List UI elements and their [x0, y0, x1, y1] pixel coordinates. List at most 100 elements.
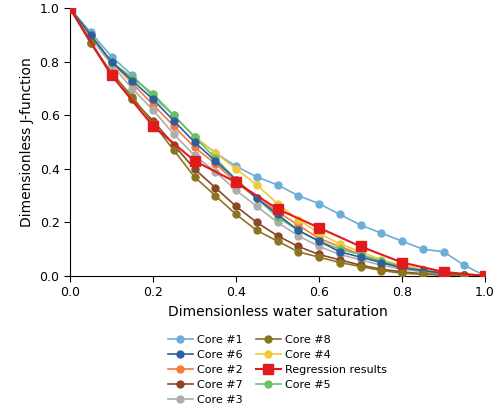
Core #3 — [358, 257, 364, 263]
Core #2 — [233, 180, 239, 185]
Core #2 — [67, 6, 73, 11]
Core #8 — [295, 249, 301, 254]
Core #8 — [254, 228, 260, 233]
Core #2 — [212, 161, 218, 166]
Core #3 — [192, 153, 198, 158]
Core #4 — [108, 59, 114, 64]
Core #1 — [274, 182, 280, 187]
Core #5 — [378, 259, 384, 264]
Core #5 — [150, 92, 156, 97]
Core #5 — [295, 228, 301, 233]
Core #7 — [212, 185, 218, 190]
Line: Core #2: Core #2 — [66, 5, 488, 279]
Core #7 — [461, 273, 467, 278]
Core #7 — [337, 257, 343, 263]
Core #3 — [108, 62, 114, 67]
Core #4 — [316, 231, 322, 236]
Line: Core #8: Core #8 — [66, 5, 488, 279]
Line: Core #3: Core #3 — [66, 5, 488, 279]
Core #6 — [274, 212, 280, 217]
Core #3 — [399, 267, 405, 272]
Core #6 — [67, 6, 73, 11]
Legend: Core #1, Core #6, Core #2, Core #7, Core #3, Core #8, Core #4, Regression result: Core #1, Core #6, Core #2, Core #7, Core… — [168, 335, 387, 405]
Regression results — [108, 73, 114, 78]
Regression results — [482, 273, 488, 278]
Core #4 — [233, 166, 239, 171]
Regression results — [150, 124, 156, 129]
Core #7 — [274, 233, 280, 238]
Core #3 — [482, 273, 488, 278]
Core #3 — [274, 220, 280, 225]
Line: Core #6: Core #6 — [66, 5, 488, 279]
Regression results — [358, 244, 364, 249]
Core #5 — [440, 271, 446, 276]
Core #1 — [150, 94, 156, 99]
Core #6 — [88, 33, 94, 38]
Core #5 — [192, 134, 198, 139]
Core #3 — [295, 233, 301, 238]
Regression results — [316, 225, 322, 230]
Core #4 — [274, 201, 280, 206]
Core #5 — [399, 264, 405, 269]
Core #2 — [440, 271, 446, 276]
Core #6 — [440, 271, 446, 276]
Core #8 — [192, 174, 198, 179]
Core #1 — [420, 247, 426, 252]
Line: Core #5: Core #5 — [66, 5, 488, 279]
Core #8 — [67, 6, 73, 11]
Core #1 — [399, 239, 405, 244]
Core #3 — [378, 263, 384, 268]
Core #7 — [108, 73, 114, 78]
Core #1 — [440, 249, 446, 254]
Core #2 — [171, 124, 177, 129]
Core #3 — [440, 271, 446, 276]
Core #7 — [358, 263, 364, 268]
Core #8 — [378, 268, 384, 273]
Regression results — [399, 260, 405, 265]
Core #4 — [254, 182, 260, 187]
Core #7 — [171, 142, 177, 147]
Line: Regression results: Regression results — [65, 3, 490, 281]
Core #1 — [67, 6, 73, 11]
Core #2 — [150, 102, 156, 107]
Core #2 — [399, 265, 405, 270]
Core #3 — [67, 6, 73, 11]
Line: Core #4: Core #4 — [66, 5, 488, 279]
Core #7 — [192, 166, 198, 171]
Core #1 — [461, 263, 467, 268]
Core #3 — [150, 107, 156, 112]
Core #4 — [67, 6, 73, 11]
Core #4 — [212, 150, 218, 155]
Core #4 — [337, 241, 343, 246]
Core #7 — [482, 273, 488, 278]
Core #7 — [295, 244, 301, 249]
Core #8 — [399, 271, 405, 276]
Core #4 — [420, 267, 426, 272]
Core #7 — [150, 118, 156, 123]
Core #1 — [378, 231, 384, 236]
Core #2 — [337, 244, 343, 249]
Core #2 — [129, 81, 135, 86]
Core #4 — [378, 257, 384, 263]
Core #6 — [171, 118, 177, 123]
Regression results — [67, 6, 73, 11]
Core #8 — [337, 260, 343, 265]
Core #2 — [254, 196, 260, 201]
Core #4 — [171, 113, 177, 118]
Core #6 — [337, 249, 343, 254]
Core #8 — [108, 70, 114, 75]
Core #7 — [440, 272, 446, 277]
Core #6 — [399, 265, 405, 270]
Regression results — [233, 180, 239, 185]
Core #2 — [192, 145, 198, 150]
Core #1 — [171, 113, 177, 118]
Core #6 — [129, 78, 135, 83]
Core #2 — [88, 33, 94, 38]
Core #7 — [67, 6, 73, 11]
Core #3 — [337, 252, 343, 257]
Core #7 — [420, 271, 426, 276]
Core #5 — [420, 268, 426, 273]
Core #6 — [212, 158, 218, 163]
Core #5 — [461, 272, 467, 277]
Core #8 — [316, 255, 322, 260]
